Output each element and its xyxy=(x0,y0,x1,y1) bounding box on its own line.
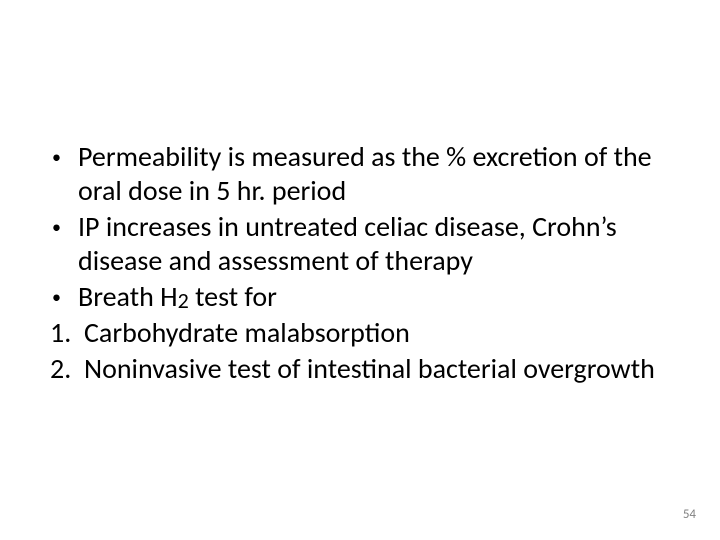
numbered-text: Noninvasive test of intestinal bacterial… xyxy=(84,352,670,386)
bullet-text-pre: Breath H xyxy=(78,279,178,314)
number-marker: 2. xyxy=(50,352,84,386)
subscript-2: 2 xyxy=(178,287,189,314)
bullet-text: Breath H2 test for xyxy=(78,280,670,314)
number-marker: 1. xyxy=(50,316,84,350)
numbered-text: Carbohydrate malabsorption xyxy=(84,316,670,350)
bullet-dot: • xyxy=(52,286,61,308)
bullet-marker-icon: • xyxy=(50,210,78,244)
slide-content: • Permeability is measured as the % excr… xyxy=(50,140,670,386)
bullet-text: Permeability is measured as the % excret… xyxy=(78,140,670,208)
bullet-text: IP increases in untreated celiac disease… xyxy=(78,210,670,278)
bullet-marker-icon: • xyxy=(50,280,78,314)
bullet-marker-icon: • xyxy=(50,140,78,174)
page-number: 54 xyxy=(683,507,696,522)
bullet-dot: • xyxy=(52,216,61,238)
bullet-dot: • xyxy=(52,146,61,168)
numbered-item: 2. Noninvasive test of intestinal bacter… xyxy=(50,352,670,386)
numbered-item: 1. Carbohydrate malabsorption xyxy=(50,316,670,350)
bullet-text-post: test for xyxy=(189,279,277,314)
bullet-item: • Breath H2 test for xyxy=(50,280,670,314)
slide: • Permeability is measured as the % excr… xyxy=(0,0,720,540)
bullet-item: • Permeability is measured as the % excr… xyxy=(50,140,670,208)
bullet-item: • IP increases in untreated celiac disea… xyxy=(50,210,670,278)
